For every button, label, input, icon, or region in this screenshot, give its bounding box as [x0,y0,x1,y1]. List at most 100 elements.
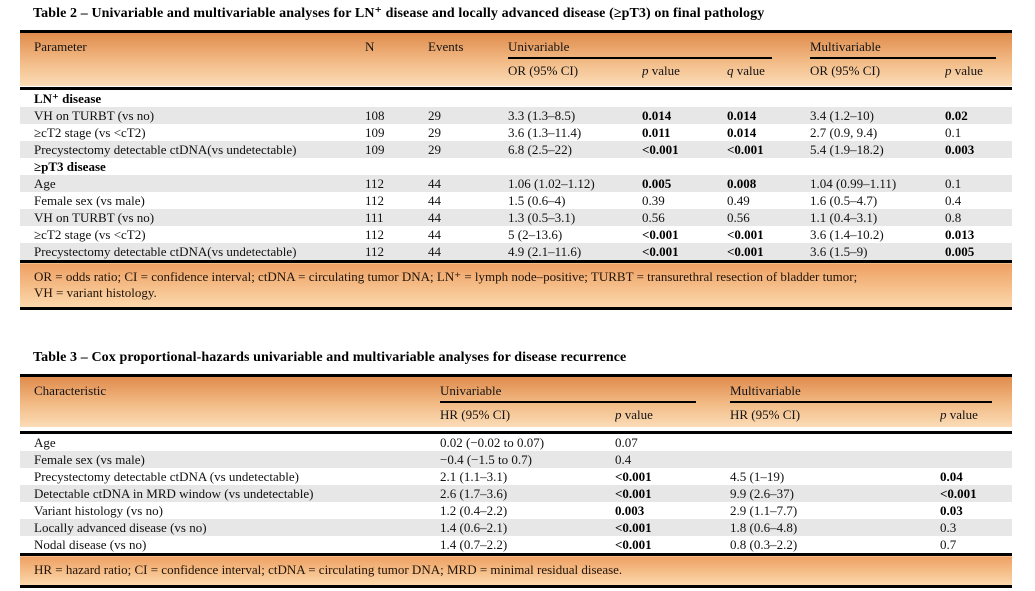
cell: <0.001 [642,243,679,259]
cell: 0.014 [727,124,757,140]
row-label: Age [34,175,56,191]
cell: 2.9 (1.1–7.7) [730,502,798,518]
cell: 0.39 [642,192,665,208]
table2-header: Parameter N Events Univariable Multivari… [20,32,1013,89]
footnote-line: VH = variant histology. [34,284,157,300]
footnote-cell: HR = hazard ratio; CI = confidence inter… [20,553,1013,586]
table2: Parameter N Events Univariable Multivari… [20,30,1013,310]
table3: Characteristic Univariable Multivariable… [20,374,1013,588]
cell: 44 [428,192,441,208]
cell: 5.4 (1.9–18.2) [810,141,884,157]
cell: <0.001 [727,141,764,157]
cell: 109 [365,124,385,140]
cell: 112 [365,243,385,259]
cell: 112 [365,192,385,208]
col-uni-hr-ci: HR (95% CI) [440,407,511,422]
row-label: Locally advanced disease (vs no) [34,519,207,535]
cell: 1.4 (0.7–2.2) [440,536,508,552]
cell: 0.4 [615,451,632,467]
cell: 3.4 (1.2–10) [810,107,874,123]
cell: <0.001 [615,536,652,552]
row-label: Age [34,434,56,450]
cell: 29 [428,141,441,157]
data-row: Locally advanced disease (vs no) 1.4 (0.6… [20,519,1013,536]
cell: 1.04 (0.99–1.11) [810,175,897,191]
data-row: Variant histology (vs no) 1.2 (0.4–2.2) 0.… [20,502,1013,519]
group-univariable-label: Univariable [508,39,570,54]
group-univariable-label: Univariable [440,383,502,398]
data-row: Nodal disease (vs no) 1.4 (0.7–2.2) <0.001… [20,536,1013,555]
table3-header: Characteristic Univariable Multivariable… [20,376,1013,433]
cell [940,433,1012,452]
data-row: VH on TURBT (vs no) 111 44 1.3 (0.5–3.1) 0.5… [20,209,1013,226]
cell: 0.005 [945,243,975,259]
table3-title: Table 3 – Cox proportional-hazards univa… [33,350,627,365]
table2-group-header-row: Parameter N Events Univariable Multivari… [20,32,1012,59]
cell: 1.6 (0.5–4.7) [810,192,878,208]
cell: 0.005 [642,175,672,191]
cell: 1.06 (1.02–1.12) [508,175,595,191]
data-row: Precystectomy detectable ctDNA (vs undet… [20,468,1013,485]
group-multivariable: Multivariable [730,376,1012,403]
cell: <0.001 [615,468,652,484]
row-label: ≥cT2 stage (vs <cT2) [34,226,146,242]
table2-title: Table 2 – Univariable and multivariable … [33,6,765,21]
data-row: Age 0.02 (−0.02 to 0.07) 0.07 [20,432,1013,452]
cell: 0.56 [642,209,665,225]
cell: 0.008 [727,175,757,191]
table3-body: Age 0.02 (−0.02 to 0.07) 0.07 Female sex (v… [20,432,1013,555]
cell [730,451,940,468]
cell: 3.6 (1.3–11.4) [508,124,582,140]
row-label: VH on TURBT (vs no) [34,107,155,123]
cell: <0.001 [727,226,764,242]
section-row: ≥pT3 disease [20,158,1013,175]
footnote-row: OR = odds ratio; CI = confidence interva… [20,260,1013,309]
cell: −0.4 (−1.5 to 0.7) [440,451,532,467]
table3-group-header-row: Characteristic Univariable Multivariable [20,376,1012,403]
table2-section: Table 2 – Univariable and multivariable … [20,6,1013,310]
cell: 0.07 [615,434,638,450]
cell: <0.001 [615,519,652,535]
cell: 1.1 (0.4–3.1) [810,209,878,225]
col-uni-p-value: p value [615,407,653,422]
cell: 44 [428,209,441,225]
cell: <0.001 [615,485,652,501]
cell: 0.02 (−0.02 to 0.07) [440,434,545,450]
cell: 0.003 [945,141,975,157]
row-label: VH on TURBT (vs no) [34,209,155,225]
group-univariable: Univariable [440,376,730,403]
table3-section: Table 3 – Cox proportional-hazards univa… [20,350,1013,588]
col-uni-p-value: p value [642,63,680,78]
cell: 112 [365,226,385,242]
cell: 0.1 [945,124,962,140]
section-label: ≥pT3 disease [34,158,106,174]
cell: 108 [365,107,385,123]
row-label: Female sex (vs male) [34,451,145,467]
cell: 1.8 (0.6–4.8) [730,519,798,535]
cell: 0.3 [940,519,957,535]
footnote-cell: OR = odds ratio; CI = confidence interva… [20,260,1013,309]
group-multivariable: Multivariable [810,32,1012,59]
row-label: Nodal disease (vs no) [34,536,147,552]
table2-body: LN⁺ disease VH on TURBT (vs no) 108 29 3.3 (… [20,88,1013,262]
cell: 6.8 (2.5–22) [508,141,572,157]
col-multi-hr-ci: HR (95% CI) [730,407,801,422]
cell: 5 (2–13.6) [508,226,563,242]
table2-subheader-row: OR (95% CI) p value q value OR (95% CI) … [20,59,1012,89]
col-characteristic: Characteristic [34,383,107,398]
section-row: LN⁺ disease [20,88,1013,107]
cell: <0.001 [642,226,679,242]
footnote-row: HR = hazard ratio; CI = confidence inter… [20,553,1013,586]
cell: 4.9 (2.1–11.6) [508,243,582,259]
cell: 0.4 [945,192,962,208]
data-row: VH on TURBT (vs no) 108 29 3.3 (1.3–8.5) 0.0… [20,107,1013,124]
row-label: Precystectomy detectable ctDNA(vs undete… [34,243,297,259]
cell: 112 [365,175,385,191]
cell: 44 [428,175,441,191]
group-univariable: Univariable [508,32,810,59]
cell: 111 [365,209,384,225]
row-label: Precystectomy detectable ctDNA(vs undete… [34,141,297,157]
cell: 1.2 (0.4–2.2) [440,502,508,518]
cell: 0.1 [945,175,962,191]
